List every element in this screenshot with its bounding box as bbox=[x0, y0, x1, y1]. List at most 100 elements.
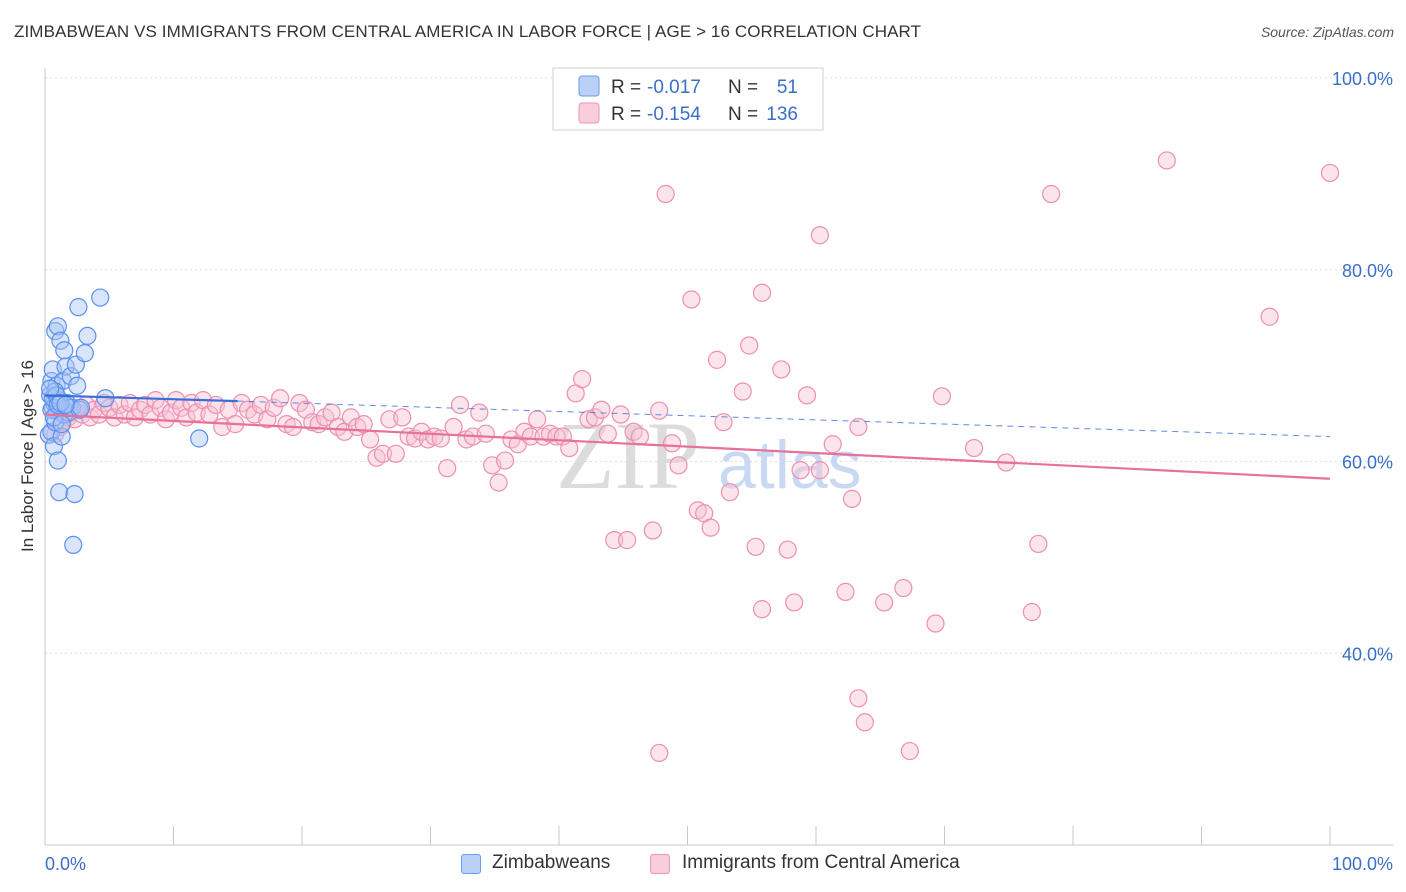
y-axis-label: In Labor Force | Age > 16 bbox=[18, 360, 37, 552]
trend-lines bbox=[44, 394, 1331, 480]
pink-point bbox=[849, 417, 868, 437]
legend-pink-n-value: 136 bbox=[766, 104, 798, 125]
pink-point bbox=[650, 401, 669, 420]
pink-point bbox=[354, 415, 373, 434]
pink-point bbox=[271, 389, 290, 408]
pink-point bbox=[855, 713, 874, 732]
pink-point bbox=[650, 743, 669, 763]
pink-point bbox=[611, 405, 630, 424]
legend-pink-r-label: R = bbox=[611, 104, 641, 125]
pink-point bbox=[264, 398, 283, 417]
pink-point bbox=[618, 531, 637, 550]
pink-point bbox=[386, 444, 405, 463]
y-tick-label: 80.0% bbox=[1342, 261, 1393, 281]
pink-point bbox=[720, 483, 740, 502]
pink-point bbox=[1022, 602, 1041, 622]
blue-point bbox=[190, 429, 209, 448]
blue-point bbox=[42, 422, 61, 441]
pink-point bbox=[842, 489, 862, 508]
pink-point bbox=[875, 593, 894, 612]
pink-point bbox=[823, 435, 842, 454]
y-tick-label: 60.0% bbox=[1342, 453, 1393, 473]
pink-point bbox=[598, 424, 617, 443]
pink-point bbox=[438, 459, 457, 478]
pink-point bbox=[778, 540, 797, 559]
legend-box: R = -0.017 N = 51 R = -0.154 N = 136 bbox=[552, 67, 824, 131]
blue-point bbox=[64, 535, 83, 555]
y-tick-label: 100.0% bbox=[1332, 69, 1393, 89]
pink-point bbox=[752, 283, 772, 302]
legend-pink-n-label: N = bbox=[728, 104, 758, 125]
pink-point bbox=[746, 537, 765, 556]
pink-point bbox=[701, 518, 720, 537]
pink-point bbox=[682, 290, 701, 309]
legend-blue-swatch bbox=[578, 75, 600, 97]
blue-point bbox=[91, 288, 110, 307]
x-tick-label: 100.0% bbox=[1332, 854, 1393, 874]
pink-point bbox=[1260, 307, 1279, 326]
pink-point bbox=[393, 408, 412, 427]
pink-point bbox=[849, 689, 868, 708]
pink-trend-line bbox=[44, 413, 1331, 480]
pink-point bbox=[785, 593, 804, 612]
pink-point bbox=[425, 427, 444, 446]
pink-point bbox=[489, 473, 508, 492]
pink-point bbox=[100, 398, 119, 417]
pink-point bbox=[470, 403, 489, 422]
pink-point bbox=[662, 434, 682, 453]
pink-point bbox=[656, 184, 675, 204]
watermark-atlas: atlas bbox=[718, 427, 862, 503]
blue-point bbox=[48, 317, 67, 336]
pink-point bbox=[791, 461, 810, 480]
pink-point bbox=[836, 582, 855, 601]
legend-pink-swatch bbox=[578, 102, 600, 124]
bottom-legend: Zimbabweans Immigrants from Central Amer… bbox=[0, 850, 1406, 880]
pink-point bbox=[450, 395, 470, 415]
blue-point bbox=[68, 376, 87, 395]
y-tick-labels: 40.0% 60.0% 80.0% 100.0% bbox=[1332, 69, 1393, 664]
axes bbox=[44, 68, 1393, 846]
blue-point bbox=[71, 398, 91, 417]
pink-point bbox=[573, 369, 592, 389]
legend-blue-n-label: N = bbox=[728, 77, 758, 98]
pink-point bbox=[521, 427, 540, 446]
pink-point bbox=[714, 413, 733, 432]
pink-point bbox=[579, 410, 598, 429]
x-tick-label: 0.0% bbox=[45, 854, 86, 874]
chart-title: ZIMBABWEAN VS IMMIGRANTS FROM CENTRAL AM… bbox=[14, 22, 922, 41]
legend-blue-r-label: R = bbox=[611, 77, 641, 98]
legend-blue-r-value: -0.017 bbox=[647, 77, 701, 98]
pink-point bbox=[643, 521, 662, 540]
blue-point bbox=[55, 341, 74, 360]
pink-point bbox=[810, 461, 829, 480]
source-label: Source: ZipAtlas.com bbox=[1260, 24, 1394, 40]
blue-point bbox=[50, 483, 69, 502]
bottom-legend-blue-label: Zimbabweans bbox=[492, 852, 611, 873]
pink-point bbox=[89, 405, 109, 424]
blue-point bbox=[51, 331, 70, 350]
pink-point bbox=[476, 424, 495, 443]
blue-point bbox=[44, 437, 64, 456]
legend-blue-n-value: 51 bbox=[777, 77, 798, 98]
pink-point bbox=[900, 741, 919, 761]
blue-trend-line bbox=[44, 394, 238, 403]
pink-point bbox=[528, 410, 547, 429]
blue-point bbox=[46, 322, 65, 341]
pink-point bbox=[733, 382, 752, 401]
blue-series-points bbox=[39, 288, 209, 555]
blue-point bbox=[69, 298, 88, 317]
blue-point bbox=[75, 344, 94, 363]
pink-point bbox=[740, 336, 759, 355]
blue-point bbox=[52, 427, 71, 446]
pink-point bbox=[1029, 534, 1048, 554]
blue-point bbox=[48, 451, 67, 470]
pink-point bbox=[810, 226, 829, 245]
blue-point bbox=[56, 395, 75, 415]
x-tick-labels: 0.0% 100.0% bbox=[45, 854, 1393, 874]
pink-point bbox=[136, 395, 155, 415]
pink-point bbox=[1042, 184, 1061, 204]
bottom-legend-blue-swatch bbox=[461, 854, 481, 874]
pink-point bbox=[964, 438, 984, 458]
blue-point bbox=[52, 415, 71, 434]
